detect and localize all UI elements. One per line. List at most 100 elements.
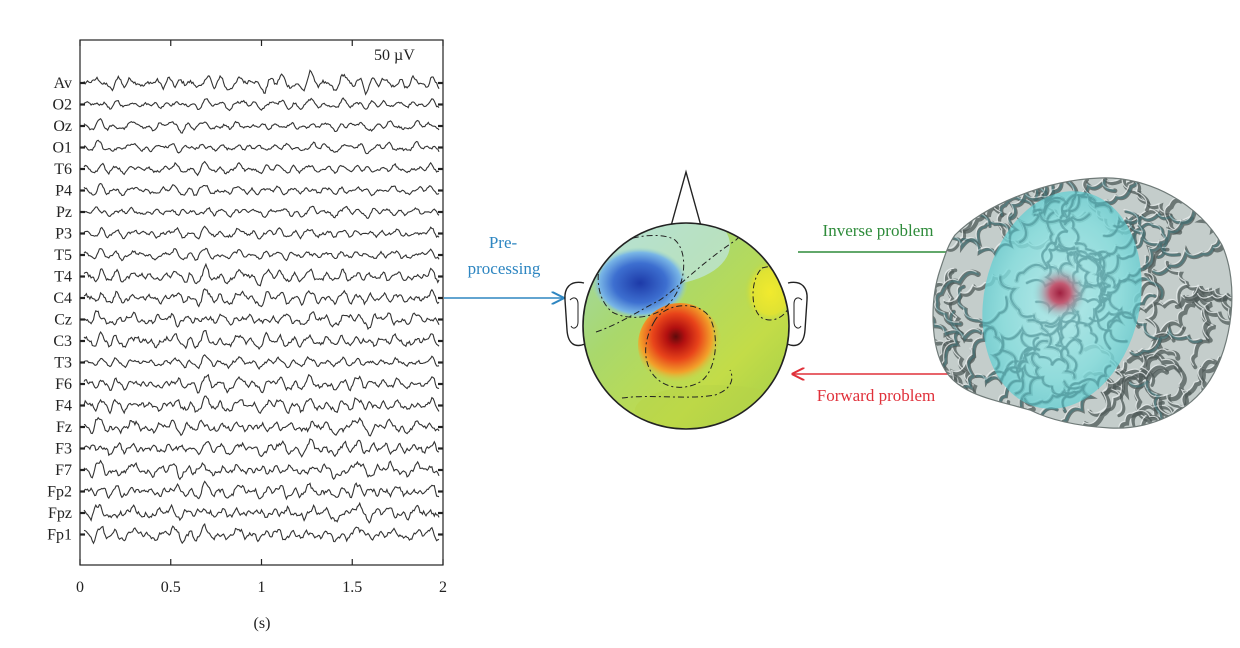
gyrus-highlight [1171, 402, 1211, 429]
channel-label: F3 [55, 441, 72, 458]
sulcus-overlay [1103, 294, 1157, 350]
sulcus-line [947, 220, 1012, 254]
brain-cortex-model [932, 124, 1233, 429]
gyrus-highlight [1184, 282, 1232, 325]
sulcus-line [1171, 402, 1215, 429]
channel-label: T3 [54, 355, 72, 372]
sulcus-overlay [1099, 256, 1149, 304]
sulcus-line [1008, 177, 1064, 221]
gyrus-highlight [1148, 124, 1186, 174]
sulcus-overlay [999, 275, 1061, 326]
sulcus-line [950, 406, 1020, 429]
gyrus-highlight [967, 412, 1039, 429]
sulcus-line [1174, 420, 1205, 429]
eeg-trace [83, 225, 440, 240]
inverse-problem-arrow: Inverse problem [798, 221, 970, 252]
channel-label: T6 [54, 161, 72, 178]
eeg-trace [83, 262, 440, 287]
preprocessing-label-line1: Pre- [489, 233, 518, 252]
sulcus-line [934, 269, 981, 327]
eeg-trace [83, 160, 440, 177]
channel-label: Fz [56, 419, 72, 436]
channel-label: F7 [55, 462, 72, 479]
gyrus-highlight [1109, 409, 1160, 429]
sulcus-overlay [1028, 177, 1078, 226]
sulcus-line [959, 405, 988, 429]
eeg-trace [83, 354, 440, 370]
sulcus-line [1114, 401, 1165, 429]
channel-label: Fp1 [47, 527, 72, 544]
eeg-channel-labels: Av O2 Oz O1 T6 P4 Pz P3 T5 T4 C4 Cz C3 T3 F6 F4 Fz F3 F7 Fp… [47, 75, 72, 544]
eeg-trace [83, 501, 440, 524]
x-tick-label: 0 [76, 579, 84, 596]
sulcus-overlay [1061, 178, 1117, 222]
gyrus-highlight [1119, 177, 1148, 209]
channel-label: C3 [53, 333, 72, 350]
sulcus-overlay [1019, 211, 1091, 244]
channel-label: P4 [55, 183, 72, 200]
sulcus-overlay [1027, 319, 1076, 379]
sulcus-line [1018, 406, 1046, 429]
gyrus-highlight [1111, 211, 1191, 226]
sulcus-overlay [1084, 258, 1105, 327]
sulcus-line [933, 338, 952, 362]
sulcus-overlay [1113, 212, 1194, 229]
inverse-problem-label: Inverse problem [823, 221, 934, 240]
sulcus-overlay [959, 326, 994, 394]
sulcus-overlay [1103, 216, 1181, 257]
gyrus-highlight [1087, 361, 1125, 414]
gyrus-highlight [1142, 208, 1193, 266]
sulcus-line [968, 414, 1042, 429]
sulcus-overlay [1094, 271, 1128, 343]
gyrus-highlight [959, 405, 982, 429]
eeg-trace [83, 395, 440, 415]
sulcus-overlay [1010, 178, 1063, 220]
x-tick-label: 1 [258, 579, 266, 596]
gyrus-highlight [933, 363, 938, 380]
channel-label: F4 [55, 398, 72, 415]
eeg-x-tick-labels: 0 0.5 1 1.5 2 [76, 579, 447, 596]
eeg-trace [83, 247, 440, 262]
topomap-left-ear [564, 281, 586, 347]
eeg-scale-label: 50 µV [374, 47, 415, 64]
channel-label: Pz [56, 204, 72, 221]
sulcus-line [1197, 268, 1232, 303]
channel-label: O1 [52, 140, 72, 157]
gyrus-highlight [1143, 271, 1173, 340]
gyrus-highlight [1125, 177, 1171, 183]
sulcus-overlay [1152, 235, 1221, 275]
gyrus-highlight [933, 267, 954, 326]
eeg-trace [83, 310, 440, 331]
preprocessing-arrow: Pre- processing [444, 233, 563, 298]
preprocessing-label-line2: processing [468, 259, 541, 278]
sulcus-overlay [1096, 271, 1124, 329]
channel-label: Fp2 [47, 484, 72, 501]
topomap-right-ear [786, 281, 808, 347]
sulcus-overlay [1009, 363, 1079, 399]
gyrus-highlight [1113, 400, 1162, 429]
sulcus-overlay [1059, 380, 1094, 429]
gyrus-highlight [1009, 177, 1061, 217]
eeg-trace [83, 438, 440, 458]
channel-label: O2 [52, 97, 72, 114]
eeg-traces [80, 69, 443, 545]
eeg-trace [83, 330, 440, 350]
sulcus-overlay [1088, 306, 1162, 341]
gyrus-highlight [1072, 377, 1121, 429]
gyrus-highlight [933, 239, 935, 296]
sulcus-overlay [1130, 326, 1203, 356]
sulcus-overlay [1041, 202, 1069, 268]
gyrus-highlight [940, 181, 996, 217]
gyrus-highlight [958, 325, 992, 392]
sulcus-line [1147, 177, 1191, 179]
gyrus-highlight [1126, 352, 1183, 398]
sulcus-line [1126, 177, 1174, 186]
sulcus-overlay [980, 324, 1025, 395]
sulcus-line [958, 325, 995, 395]
sulcus-overlay [1025, 338, 1082, 366]
channel-label: Av [54, 75, 72, 92]
sulcus-line [1109, 410, 1163, 429]
gyrus-highlight [941, 394, 975, 429]
gyrus-highlight [1018, 406, 1042, 429]
sulcus-overlay [1023, 384, 1085, 406]
